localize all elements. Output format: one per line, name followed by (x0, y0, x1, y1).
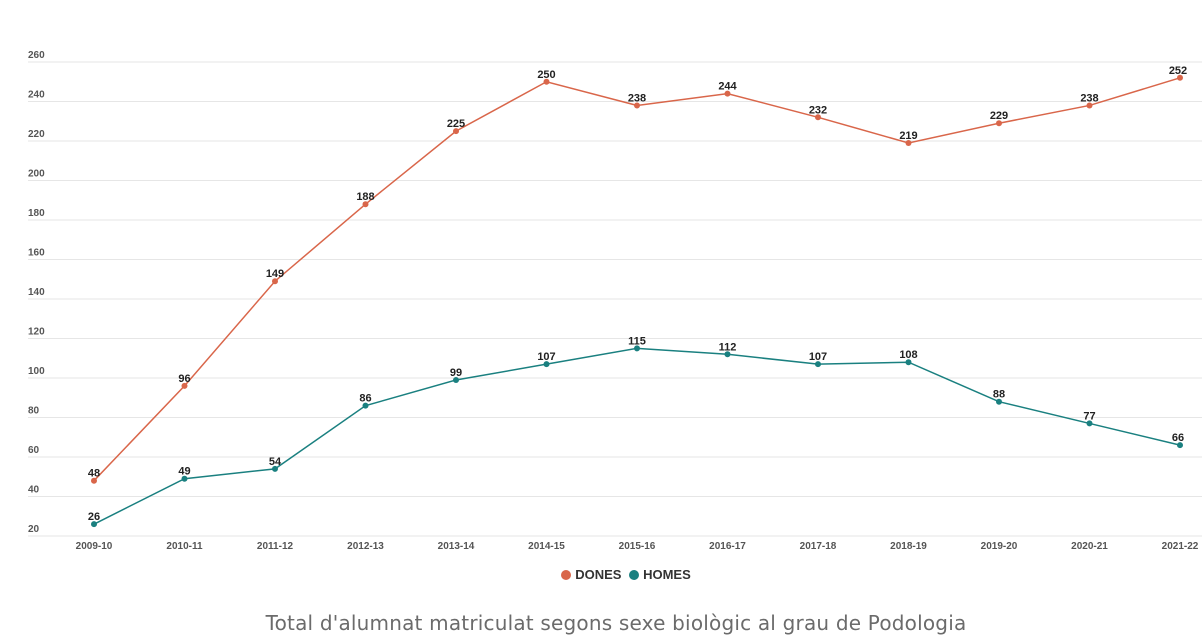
y-tick-label: 160 (28, 248, 45, 259)
data-label-homes: 88 (993, 389, 1005, 401)
data-label-dones: 238 (628, 92, 646, 104)
y-axis-tick-labels: 20 40 60 80 100 120 140 160 180 200 220 240 260 (28, 50, 45, 535)
data-point-homes[interactable] (91, 521, 97, 528)
data-point-homes[interactable] (543, 361, 550, 368)
data-label-dones: 238 (1080, 92, 1098, 104)
data-label-homes: 54 (269, 456, 282, 468)
data-label-homes: 115 (628, 335, 646, 347)
data-label-dones: 149 (266, 268, 284, 280)
legend-item-homes[interactable]: HOMES (629, 567, 691, 582)
data-point-homes[interactable] (996, 398, 1002, 405)
data-point-dones[interactable] (1086, 102, 1093, 109)
data-point-dones[interactable] (362, 201, 369, 208)
series-layer: 48 96 149 188 225 250 238 244 232 219 229 238 252 26 4… (88, 65, 1187, 528)
x-tick-label: 2009-10 (76, 541, 113, 552)
y-tick-label: 80 (28, 406, 40, 417)
x-tick-label: 2013-14 (438, 541, 475, 552)
x-tick-label: 2016-17 (709, 541, 746, 552)
data-point-homes[interactable] (1177, 442, 1183, 449)
data-point-dones[interactable] (634, 102, 640, 109)
data-label-homes: 112 (719, 341, 737, 353)
data-label-dones: 252 (1169, 65, 1187, 77)
y-tick-label: 200 (28, 169, 45, 180)
y-tick-label: 260 (28, 50, 45, 61)
data-point-dones[interactable] (1177, 74, 1183, 81)
data-label-dones: 48 (88, 468, 100, 480)
data-point-homes[interactable] (905, 359, 912, 366)
data-label-homes: 77 (1083, 410, 1095, 422)
x-tick-label: 2015-16 (619, 541, 656, 552)
data-label-homes: 108 (899, 349, 917, 361)
x-tick-label: 2021-22 (1162, 541, 1199, 552)
y-tick-label: 180 (28, 208, 45, 219)
x-tick-label: 2017-18 (800, 541, 837, 552)
data-point-homes[interactable] (815, 361, 821, 368)
x-tick-label: 2018-19 (890, 541, 927, 552)
y-tick-label: 100 (28, 366, 45, 377)
x-tick-label: 2014-15 (528, 541, 565, 552)
data-point-dones[interactable] (91, 477, 97, 484)
data-label-homes: 99 (450, 367, 462, 379)
chart-caption: Total d'alumnat matriculat segons sexe b… (265, 611, 967, 635)
data-label-homes: 49 (178, 466, 190, 478)
legend-dot-dones (561, 570, 572, 580)
data-point-dones[interactable] (996, 120, 1002, 127)
data-label-dones: 96 (178, 373, 190, 385)
data-label-homes: 86 (359, 393, 371, 405)
data-label-dones: 225 (447, 118, 465, 130)
data-point-homes[interactable] (1086, 420, 1093, 427)
y-tick-label: 40 (28, 485, 40, 496)
y-tick-label: 140 (28, 287, 45, 298)
data-label-homes: 26 (88, 511, 100, 523)
x-tick-label: 2020-21 (1071, 541, 1108, 552)
data-point-dones[interactable] (815, 114, 821, 121)
gridlines (28, 61, 1202, 537)
legend-dot-homes (629, 570, 640, 580)
data-point-dones[interactable] (453, 128, 459, 135)
x-axis-tick-labels: 2009-10 2010-11 2011-12 2012-13 2013-14 2014-… (76, 541, 1199, 552)
y-tick-label: 20 (28, 524, 40, 535)
data-label-dones: 244 (718, 81, 737, 93)
x-tick-label: 2011-12 (257, 541, 294, 552)
data-point-homes[interactable] (453, 376, 459, 383)
y-tick-label: 220 (28, 129, 45, 140)
y-tick-label: 60 (28, 445, 40, 456)
data-label-dones: 232 (809, 104, 827, 116)
data-point-dones[interactable] (905, 139, 912, 146)
data-point-dones[interactable] (272, 278, 278, 285)
data-point-homes[interactable] (634, 345, 640, 352)
data-label-homes: 107 (537, 351, 555, 363)
x-tick-label: 2012-13 (347, 541, 384, 552)
series-line-homes (93, 347, 1181, 525)
data-point-homes[interactable] (272, 465, 278, 472)
data-label-homes: 107 (809, 351, 827, 363)
data-label-dones: 188 (356, 191, 374, 203)
y-tick-label: 240 (28, 90, 45, 101)
x-tick-label: 2010-11 (166, 541, 203, 552)
legend-label-homes: HOMES (643, 567, 691, 582)
legend-item-dones[interactable]: DONES (561, 567, 621, 582)
series-line-dones (93, 77, 1181, 482)
line-chart: 20 40 60 80 100 120 140 160 180 200 220 240 260 2009… (28, 50, 1202, 552)
data-point-dones[interactable] (724, 90, 731, 97)
data-label-homes: 66 (1172, 432, 1184, 444)
data-point-homes[interactable] (181, 475, 188, 482)
x-tick-label: 2019-20 (981, 541, 1018, 552)
data-point-homes[interactable] (362, 402, 369, 409)
data-label-dones: 250 (537, 69, 555, 81)
legend-label-dones: DONES (575, 567, 622, 582)
data-label-dones: 229 (990, 110, 1008, 122)
y-tick-label: 120 (28, 327, 45, 338)
data-point-dones[interactable] (181, 382, 188, 389)
chart-legend: DONES HOMES (0, 567, 1202, 582)
data-label-dones: 219 (899, 130, 917, 142)
data-point-dones[interactable] (543, 78, 550, 85)
data-point-homes[interactable] (724, 351, 731, 358)
